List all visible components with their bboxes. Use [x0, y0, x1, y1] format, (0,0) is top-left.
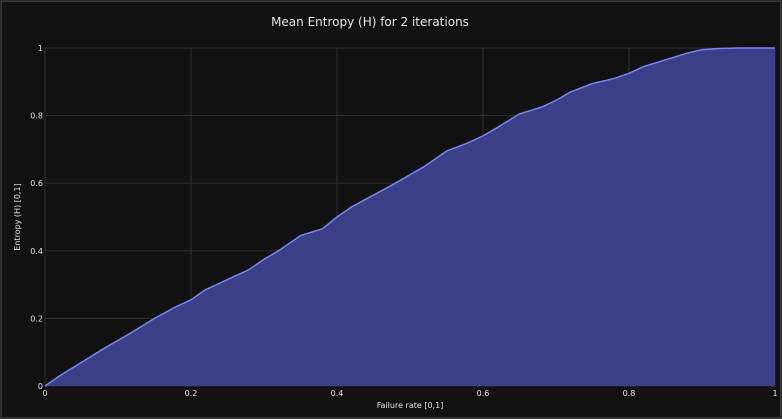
y-tick-label: 0.2	[30, 314, 43, 323]
x-tick-label: 0.8	[623, 389, 636, 398]
y-tick-label: 0	[38, 382, 43, 391]
x-tick-label: 0	[42, 389, 47, 398]
entropy-series-line	[44, 47, 775, 387]
x-tick-label: 0.6	[477, 389, 490, 398]
x-tick-label: 1	[772, 389, 777, 398]
tick-labels: 0 0.2 0.4 0.6 0.8 1 0 0.2 0.4 0.6 0.8 1	[30, 44, 777, 398]
chart-title: Mean Entropy (H) for 2 iterations	[271, 15, 469, 29]
x-tick-label: 0.4	[331, 389, 344, 398]
entropy-area-fill	[45, 48, 775, 386]
x-tick-label: 0.2	[185, 389, 198, 398]
x-axis-label: Failure rate [0,1]	[377, 401, 444, 410]
y-tick-label: 0.4	[30, 247, 43, 256]
y-tick-label: 0.6	[30, 179, 43, 188]
series-layer	[44, 47, 775, 387]
y-axis-label: Entropy (H) [0,1]	[13, 183, 22, 250]
y-tick-label: 0.8	[30, 112, 43, 121]
y-tick-label: 1	[38, 44, 43, 53]
